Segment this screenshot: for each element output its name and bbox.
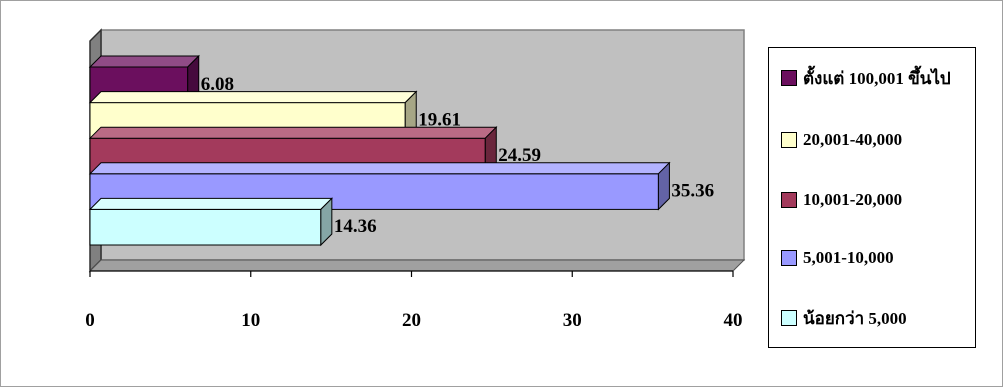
legend-label-2: 10,001-20,000 [803, 190, 903, 209]
bar-front-4 [89, 208, 322, 246]
x-tick-label-2: 20 [402, 310, 421, 331]
legend-item-2: 10,001-20,000 [781, 186, 902, 214]
data-label-3: 35.36 [671, 181, 714, 202]
bar-top-0 [88, 55, 200, 68]
bar-side-4 [320, 197, 333, 247]
data-label-4: 14.36 [334, 216, 377, 237]
data-labels: 6.08 19.61 24.59 35.36 14.36 [201, 74, 714, 237]
bar-4 [88, 197, 334, 247]
bar-top-3 [88, 162, 671, 175]
legend-label-3: 5,001-10,000 [803, 248, 894, 267]
bar-top-4 [88, 197, 334, 210]
legend-item-1: 20,001-40,000 [781, 126, 902, 154]
legend-item-4: น้อยกว่า 5,000 [781, 304, 907, 332]
legend-item-3: 5,001-10,000 [781, 244, 894, 272]
legend-swatch-4 [781, 310, 797, 326]
x-axis: 0 10 20 30 40 [85, 270, 743, 331]
legend-label-4: น้อยกว่า 5,000 [803, 308, 907, 328]
x-tick-label-0: 0 [85, 310, 95, 331]
x-tick-label-4: 40 [724, 310, 743, 331]
data-label-0: 6.08 [201, 74, 234, 95]
x-tick-label-3: 30 [563, 310, 582, 331]
legend-label-0: ตั้งแต่ 100,001 ขึ้นไป [803, 68, 951, 88]
legend-swatch-0 [781, 70, 797, 86]
legend-swatch-2 [781, 192, 797, 208]
data-label-1: 19.61 [418, 109, 461, 130]
bar-side-3 [657, 161, 670, 211]
data-label-2: 24.59 [498, 145, 541, 166]
floor [88, 259, 746, 272]
legend-swatch-1 [781, 132, 797, 148]
bars-group [88, 54, 671, 247]
x-tick-label-1: 10 [241, 310, 260, 331]
legend: ตั้งแต่ 100,001 ขึ้นไป 20,001-40,000 10,00… [768, 47, 976, 348]
bar-top-1 [88, 91, 418, 104]
legend-label-1: 20,001-40,000 [803, 130, 903, 149]
legend-item-0: ตั้งแต่ 100,001 ขึ้นไป [781, 64, 951, 92]
legend-swatch-3 [781, 250, 797, 266]
